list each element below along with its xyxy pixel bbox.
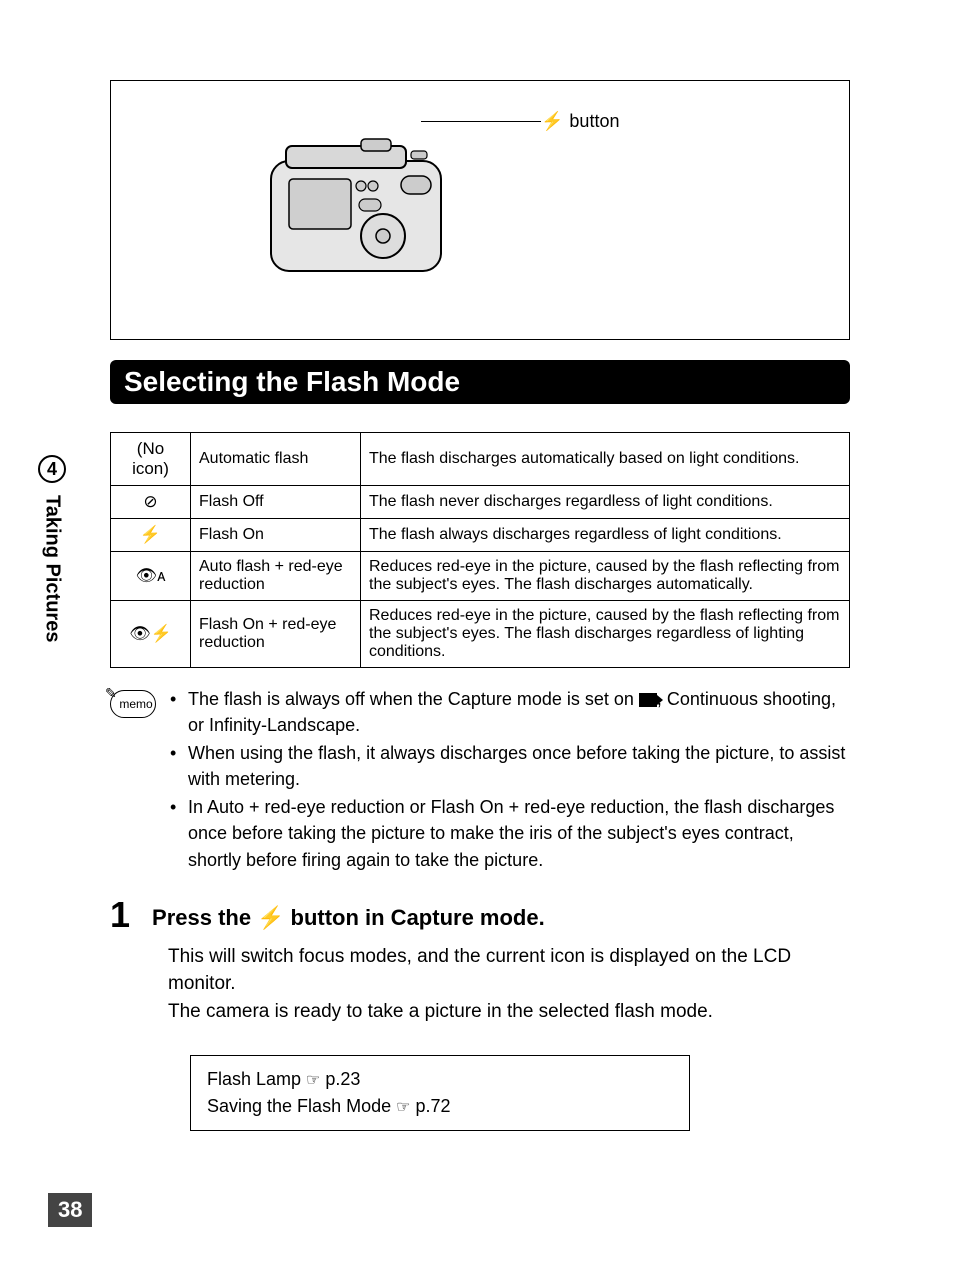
- ref-page: p.72: [415, 1096, 450, 1116]
- step-body-text: This will switch focus modes, and the cu…: [168, 943, 850, 1026]
- mode-name-cell: Flash Off: [191, 486, 361, 519]
- memo-bullet: In Auto + red-eye reduction or Flash On …: [170, 794, 850, 872]
- camera-illustration: [261, 121, 471, 301]
- ref-line-1: Flash Lamp ☞ p.23: [207, 1066, 673, 1093]
- flash-mode-table: (No icon)Automatic flashThe flash discha…: [110, 432, 850, 668]
- page-number: 38: [48, 1193, 92, 1227]
- flash-button-callout: ⚡ button: [541, 111, 619, 132]
- mode-desc-cell: The flash never discharges regardless of…: [361, 486, 850, 519]
- mode-name-cell: Auto flash + red-eye reduction: [191, 552, 361, 601]
- section-heading: Selecting the Flash Mode: [110, 360, 850, 404]
- memo-bullet: The flash is always off when the Capture…: [170, 686, 850, 738]
- ref-page: p.23: [325, 1069, 360, 1089]
- mode-name-cell: Automatic flash: [191, 433, 361, 486]
- page-content: ⚡ button Selecting the Flash Mode (No ic…: [110, 80, 850, 1131]
- step-1: 1 Press the ⚡ button in Capture mode.: [110, 897, 850, 933]
- chapter-number-badge: 4: [38, 455, 66, 483]
- step-heading: Press the ⚡ button in Capture mode.: [152, 897, 545, 933]
- flash-button-label-text: button: [569, 111, 619, 132]
- leader-line: [421, 121, 541, 122]
- mode-icon-cell: ⊘: [111, 486, 191, 519]
- mode-icon-cell: 👁ᴀ: [111, 552, 191, 601]
- mode-desc-cell: The flash always discharges regardless o…: [361, 519, 850, 552]
- sidebar: 4 Taking Pictures: [36, 455, 68, 642]
- movie-mode-icon: [639, 693, 657, 707]
- table-row: (No icon)Automatic flashThe flash discha…: [111, 433, 850, 486]
- mode-icon-cell: 👁⚡: [111, 601, 191, 668]
- mode-name-cell: Flash On + red-eye reduction: [191, 601, 361, 668]
- mode-desc-cell: The flash discharges automatically based…: [361, 433, 850, 486]
- memo-badge: memo: [110, 690, 156, 718]
- step-heading-pre: Press the: [152, 905, 251, 931]
- ref-text: Flash Lamp: [207, 1069, 306, 1089]
- mode-desc-cell: Reduces red-eye in the picture, caused b…: [361, 601, 850, 668]
- mode-name-cell: Flash On: [191, 519, 361, 552]
- table-row: 👁⚡Flash On + red-eye reductionReduces re…: [111, 601, 850, 668]
- memo-bullet: When using the flash, it always discharg…: [170, 740, 850, 792]
- pointing-hand-icon: ☞: [396, 1099, 410, 1116]
- camera-diagram: ⚡ button: [110, 80, 850, 340]
- ref-line-2: Saving the Flash Mode ☞ p.72: [207, 1093, 673, 1120]
- mode-icon-cell: ⚡: [111, 519, 191, 552]
- flash-icon: ⚡: [257, 905, 284, 931]
- step-heading-post: button in Capture mode.: [291, 905, 545, 931]
- mode-icon-cell: (No icon): [111, 433, 191, 486]
- step-number: 1: [110, 897, 130, 933]
- memo-list: The flash is always off when the Capture…: [170, 686, 850, 875]
- cross-reference-box: Flash Lamp ☞ p.23 Saving the Flash Mode …: [190, 1055, 690, 1131]
- ref-text: Saving the Flash Mode: [207, 1096, 396, 1116]
- flash-icon: ⚡: [541, 111, 563, 132]
- side-section-title: Taking Pictures: [41, 495, 64, 642]
- pointing-hand-icon: ☞: [306, 1072, 320, 1089]
- memo-block: memo The flash is always off when the Ca…: [110, 686, 850, 875]
- table-row: ⚡Flash OnThe flash always discharges reg…: [111, 519, 850, 552]
- table-row: 👁ᴀAuto flash + red-eye reductionReduces …: [111, 552, 850, 601]
- table-row: ⊘Flash OffThe flash never discharges reg…: [111, 486, 850, 519]
- mode-desc-cell: Reduces red-eye in the picture, caused b…: [361, 552, 850, 601]
